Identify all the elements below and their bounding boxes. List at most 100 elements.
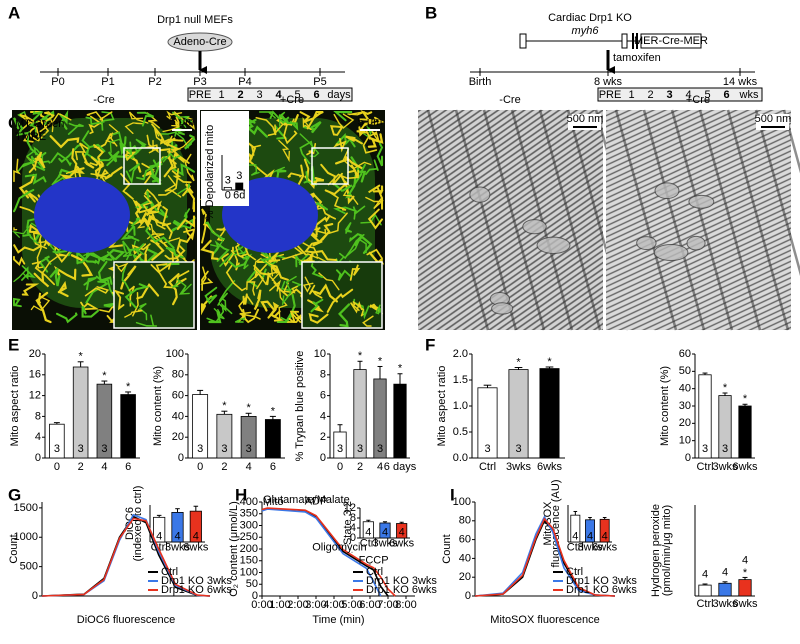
mitochondrion-em	[654, 182, 680, 200]
sample-size: 3	[484, 443, 490, 455]
mitochondrion	[255, 116, 277, 136]
mitochondrion	[124, 122, 145, 135]
z-line	[614, 109, 678, 331]
mitochondrion	[126, 249, 145, 261]
roi	[123, 147, 161, 185]
mitochondrion	[28, 120, 39, 136]
mitochondrion	[90, 156, 105, 177]
mitochondrion	[121, 265, 132, 295]
gene-label: myh6	[572, 25, 600, 37]
annotation: FCCP	[359, 555, 389, 567]
mitochondrion	[33, 271, 50, 288]
mitochondrion	[58, 143, 83, 164]
x-tick-label: 4	[101, 461, 107, 473]
scale-label: 500 nm	[567, 113, 604, 125]
y-tick-label: 0.0	[453, 452, 468, 464]
mitochondrion	[124, 283, 150, 309]
scale-bar	[761, 126, 785, 128]
mitochondrion	[345, 135, 363, 145]
mitochondrion	[333, 206, 358, 215]
mitochondrion	[367, 133, 384, 148]
y-axis-label: (indexed to ctrl)	[132, 486, 144, 562]
annotation: Mito	[263, 496, 284, 508]
annotation: Glutamate/Malate	[263, 494, 350, 506]
mitochondrion	[332, 137, 347, 153]
bar	[718, 582, 732, 597]
y-tick-label: 30	[679, 400, 691, 412]
mitochondrion	[214, 240, 230, 262]
timeline-cell: 6	[313, 89, 319, 101]
x-tick-label: 7:00	[377, 599, 398, 611]
mitochondrion	[176, 232, 194, 261]
mitochondrion	[12, 222, 38, 238]
condition-label: -Cre	[499, 94, 520, 106]
x-tick-label: 6wks	[732, 461, 758, 473]
mitochondrion	[159, 148, 174, 178]
x-tick-label: 6	[125, 461, 131, 473]
y-tick-label: 150	[240, 555, 258, 567]
mitochondrion	[101, 248, 126, 261]
timeline-cell: 6	[723, 89, 729, 101]
x-tick-label: 6wks	[537, 461, 563, 473]
x-tick-label: Ctrl	[479, 461, 496, 473]
mitochondrion	[38, 255, 52, 273]
mitochondrion-em	[469, 186, 491, 203]
mitochondrion	[359, 116, 385, 132]
mitochondrion	[101, 111, 115, 123]
milestone-label: Birth	[469, 76, 492, 88]
sample-size: 3	[357, 443, 363, 455]
mitochondrion	[309, 226, 327, 235]
mitochondrion	[173, 217, 196, 230]
mitochondrion	[67, 122, 84, 135]
mitochondrion	[32, 232, 48, 250]
mitochondrion	[99, 150, 120, 167]
z-line	[670, 109, 734, 331]
series-line	[41, 517, 211, 597]
timeline-cell: days	[327, 89, 351, 101]
sample-size: 3	[246, 443, 252, 455]
y-tick-label: 4	[320, 410, 326, 422]
mitochondrion	[328, 191, 347, 211]
y-axis-label: Hydrogen peroxide	[650, 504, 662, 597]
fluorescence-image: 5 μm	[12, 109, 197, 330]
mitochondrion	[145, 226, 175, 249]
legend-label: Ctrl	[161, 566, 178, 578]
mitochondrion	[125, 162, 141, 185]
mitochondrion	[246, 281, 256, 296]
mitochondrion	[30, 296, 51, 312]
mitochondrion	[248, 271, 280, 286]
y-axis-label: State 3:2	[342, 501, 354, 545]
mitochondrion	[347, 164, 360, 178]
x-tick-label: 6wks	[592, 541, 618, 553]
y-tick-label: 200	[240, 543, 258, 555]
mitochondrion	[225, 263, 247, 292]
scale-label: 5 μm	[358, 116, 383, 128]
mitochondrion	[268, 274, 282, 292]
mitochondrion	[308, 312, 329, 324]
y-tick-label: 8	[320, 369, 326, 381]
mitochondrion	[134, 200, 148, 225]
mitochondrion	[13, 255, 26, 267]
mitochondrion	[171, 170, 192, 184]
mitochondrion	[13, 158, 21, 183]
x-tick-label: 4:00	[323, 599, 344, 611]
x-tick-label: 3wks	[372, 537, 398, 549]
sample-size: 3	[270, 443, 276, 455]
mitochondrion	[13, 266, 29, 283]
mitochondrion	[71, 148, 85, 172]
legend-label: Drp1 KO 6wks	[366, 584, 437, 596]
mitochondrion	[104, 166, 123, 180]
legend-label: Drp1 KO 6wks	[161, 584, 232, 596]
mitochondrion	[184, 153, 195, 182]
sample-size: 4	[399, 527, 405, 539]
y-tick-label: 50	[246, 578, 258, 590]
x-tick-label: Ctrl	[567, 541, 584, 553]
mitochondrion	[183, 134, 196, 150]
significance-star: *	[378, 355, 383, 367]
mitochondrion	[32, 111, 43, 121]
scale-label: 500 nm	[755, 113, 792, 125]
mitochondrion	[278, 139, 290, 163]
mitochondrion	[57, 280, 69, 298]
treatment-label: tamoxifen	[613, 52, 661, 64]
